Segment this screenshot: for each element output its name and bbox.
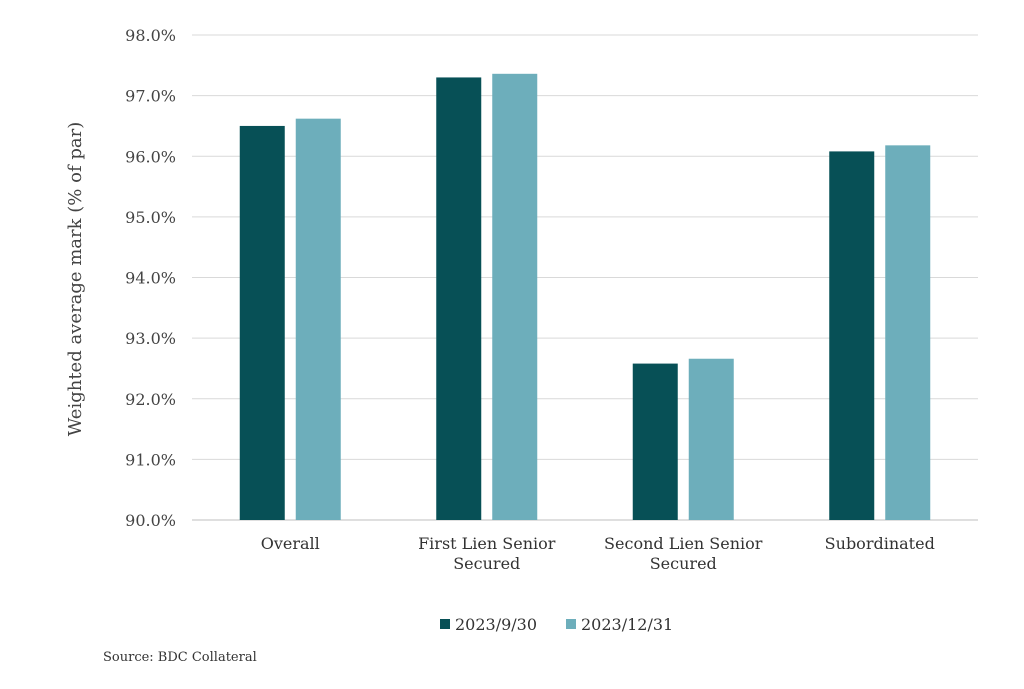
bar-series-2 [885,145,931,520]
legend-label: 2023/12/31 [581,615,673,634]
bar-series-1 [239,125,285,520]
legend-label: 2023/9/30 [455,615,537,634]
y-tick-label: 94.0% [125,269,176,288]
y-tick-label: 92.0% [125,390,176,409]
bar-series-2 [492,73,538,521]
x-category-label: First Lien Senior Secured [418,534,556,573]
x-category-label: Subordinated [825,534,935,553]
bar-series-1 [829,151,875,520]
source-note: Source: BDC Collateral [103,650,257,665]
x-category-label: Overall [261,534,320,553]
legend: 2023/9/30 2023/12/31 [440,615,673,634]
bar-series-1 [632,363,678,520]
bars [239,73,931,521]
bar-series-1 [436,77,482,520]
legend-swatch [440,619,450,629]
y-tick-label: 93.0% [125,329,176,348]
bar-series-2 [688,358,734,520]
y-axis-ticks: 90.0% 91.0% 92.0% 93.0% 94.0% 95.0% 96.0% 97.0%… [125,26,176,530]
x-axis-categories: Overall First Lien Senior Secured Second Li… [261,534,935,573]
bar-series-2 [295,118,341,520]
y-tick-label: 97.0% [125,87,176,106]
y-tick-label: 95.0% [125,208,176,227]
y-tick-label: 98.0% [125,26,176,45]
y-tick-label: 90.0% [125,511,176,530]
legend-swatch [566,619,576,629]
y-tick-label: 91.0% [125,450,176,469]
y-axis-label: Weighted average mark (% of par) [65,122,86,436]
y-tick-label: 96.0% [125,147,176,166]
x-category-label: Second Lien Senior Secured [604,534,763,573]
